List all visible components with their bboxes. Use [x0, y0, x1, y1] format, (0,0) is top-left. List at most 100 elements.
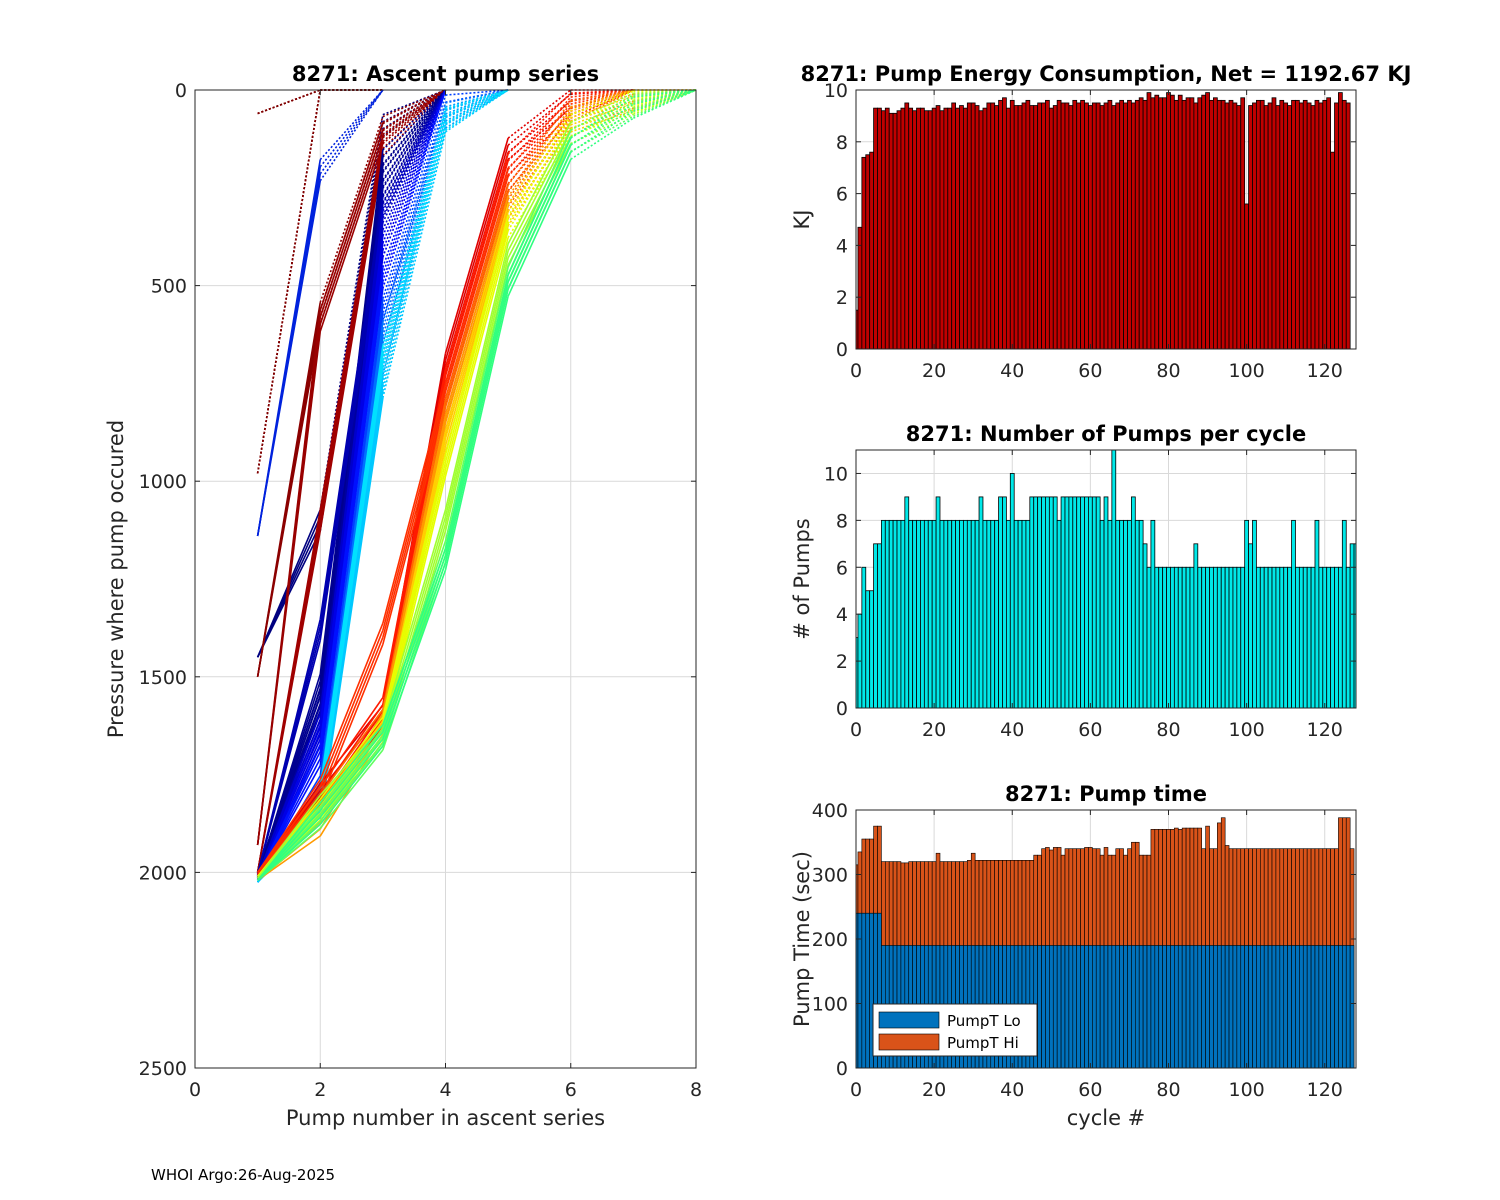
pumptime-bar-lo: [1275, 945, 1281, 1069]
ascent-line-green-1: [444, 257, 509, 525]
energy-bar: [1037, 102, 1042, 350]
ascent-line-green-3: [444, 288, 509, 564]
pumptime-bar-lo: [1283, 945, 1288, 1069]
ascent-line-dark-blue-4: [382, 89, 447, 198]
pumps-bar: [1349, 543, 1355, 709]
ascent-line-red-1: [507, 93, 572, 146]
energy-bar: [1142, 99, 1148, 350]
pumps-bar: [1025, 519, 1031, 709]
energy-bar: [966, 102, 972, 350]
ascent-line-green-1: [382, 509, 447, 726]
pumptime-bar-lo: [1041, 945, 1046, 1069]
ascent-line-blue-2: [319, 235, 384, 726]
ascent-line-green-3: [382, 562, 447, 740]
ascent-line-dark-blue-4: [319, 203, 384, 627]
energy-bars: [855, 92, 1351, 350]
pumps-bar: [943, 519, 949, 709]
pumptime-legend: PumpT Lo PumpT Hi: [872, 1003, 1038, 1057]
ascent-line-green-3: [633, 89, 697, 105]
energy-bar: [1209, 99, 1214, 350]
pumps-bar: [1197, 566, 1203, 709]
ascent-line-red-3: [444, 169, 509, 385]
energy-xtick-label: 60: [1078, 360, 1102, 382]
ascent-line-blue-2: [319, 242, 384, 733]
ascent-line-orange-1: [444, 191, 509, 408]
pumps-bar: [1205, 566, 1210, 709]
pumptime-bar-lo: [1170, 945, 1175, 1069]
pumptime-bar-lo: [1228, 945, 1234, 1069]
energy-bar: [1060, 102, 1066, 350]
energy-bar: [986, 102, 992, 350]
pumptime-bar-lo: [1099, 945, 1105, 1069]
pumps-bar: [1298, 566, 1304, 709]
ascent-line-blue-3: [319, 288, 384, 766]
energy-bar: [1205, 92, 1210, 350]
energy-bar: [1295, 99, 1300, 350]
energy-bar: [1185, 97, 1191, 350]
pumps-bar: [900, 519, 906, 709]
energy-bar: [1158, 97, 1164, 350]
ascent-line-early-g: [382, 89, 447, 156]
energy-bar: [892, 112, 898, 350]
pumps-bar: [1009, 473, 1015, 709]
energy-bar: [963, 107, 968, 350]
pumptime-bar-lo: [1056, 945, 1062, 1069]
pumptime-bar-lo: [1185, 945, 1191, 1069]
ascent-line-orange-2: [444, 196, 509, 417]
energy-bar: [1166, 92, 1171, 350]
ascent-line-green-3: [319, 724, 384, 804]
energy-bar: [1080, 99, 1085, 350]
pumps-bar: [1209, 566, 1214, 709]
ascent-line-early-a: [257, 89, 321, 115]
pumps-bar: [1127, 519, 1132, 709]
energy-bar: [1088, 105, 1093, 350]
ascent-line-cyan-2: [319, 359, 384, 802]
energy-bar: [1255, 99, 1261, 350]
ascent-title: 8271: Ascent pump series: [292, 62, 599, 86]
energy-bar: [896, 110, 902, 350]
ascent-line-early-c: [319, 89, 384, 168]
pumps-bar: [1170, 566, 1175, 709]
energy-axes: [855, 90, 1356, 350]
ascent-line-green-1: [570, 99, 634, 131]
ascent-xtick-label: 2: [314, 1079, 326, 1101]
energy-bar: [1228, 99, 1234, 350]
pumps-bar: [955, 519, 960, 709]
energy-bar: [943, 107, 949, 350]
pumps-bar: [1322, 566, 1328, 709]
pumptime-xtick-label: 80: [1156, 1079, 1180, 1101]
ascent-xtick-label: 0: [189, 1079, 201, 1101]
pumps-bar: [1201, 566, 1207, 709]
pumptime-ytick-label: 0: [836, 1058, 848, 1080]
ascent-line-orange-1: [319, 708, 384, 796]
pumptime-bar-lo: [1142, 945, 1148, 1069]
energy-bar: [1107, 99, 1113, 350]
ascent-line-blue-4: [382, 108, 447, 313]
pumps-bar: [908, 519, 914, 709]
ascent-line-cyan-2: [382, 129, 447, 367]
pumptime-bar-lo: [1220, 945, 1226, 1069]
pumps-xtick-label: 0: [850, 719, 862, 741]
energy-bar: [1017, 105, 1023, 350]
energy-bar: [1021, 102, 1027, 350]
pumptime-bar-lo: [1076, 945, 1081, 1069]
pumps-bar: [1216, 566, 1222, 709]
pumptime-bar-lo: [1271, 945, 1277, 1069]
energy-bar: [1345, 102, 1351, 350]
pumptime-bar-lo: [1345, 945, 1351, 1069]
energy-bar: [1127, 99, 1132, 350]
energy-bar: [1334, 102, 1339, 350]
pumps-bar: [884, 519, 890, 709]
pumps-ytick-label: 0: [836, 698, 848, 720]
ascent-line-blue-4: [382, 94, 447, 299]
pumps-bar: [1248, 543, 1253, 709]
energy-xtick-label: 20: [922, 360, 946, 382]
ascent-line-green-3: [444, 295, 509, 571]
energy-bar: [904, 102, 910, 350]
pumps-bar: [963, 519, 968, 709]
pumps-bar: [1021, 519, 1027, 709]
ascent-series-group: [256, 89, 697, 883]
ascent-line-green-1: [507, 129, 572, 252]
pumptime-bar-lo: [1306, 945, 1312, 1069]
